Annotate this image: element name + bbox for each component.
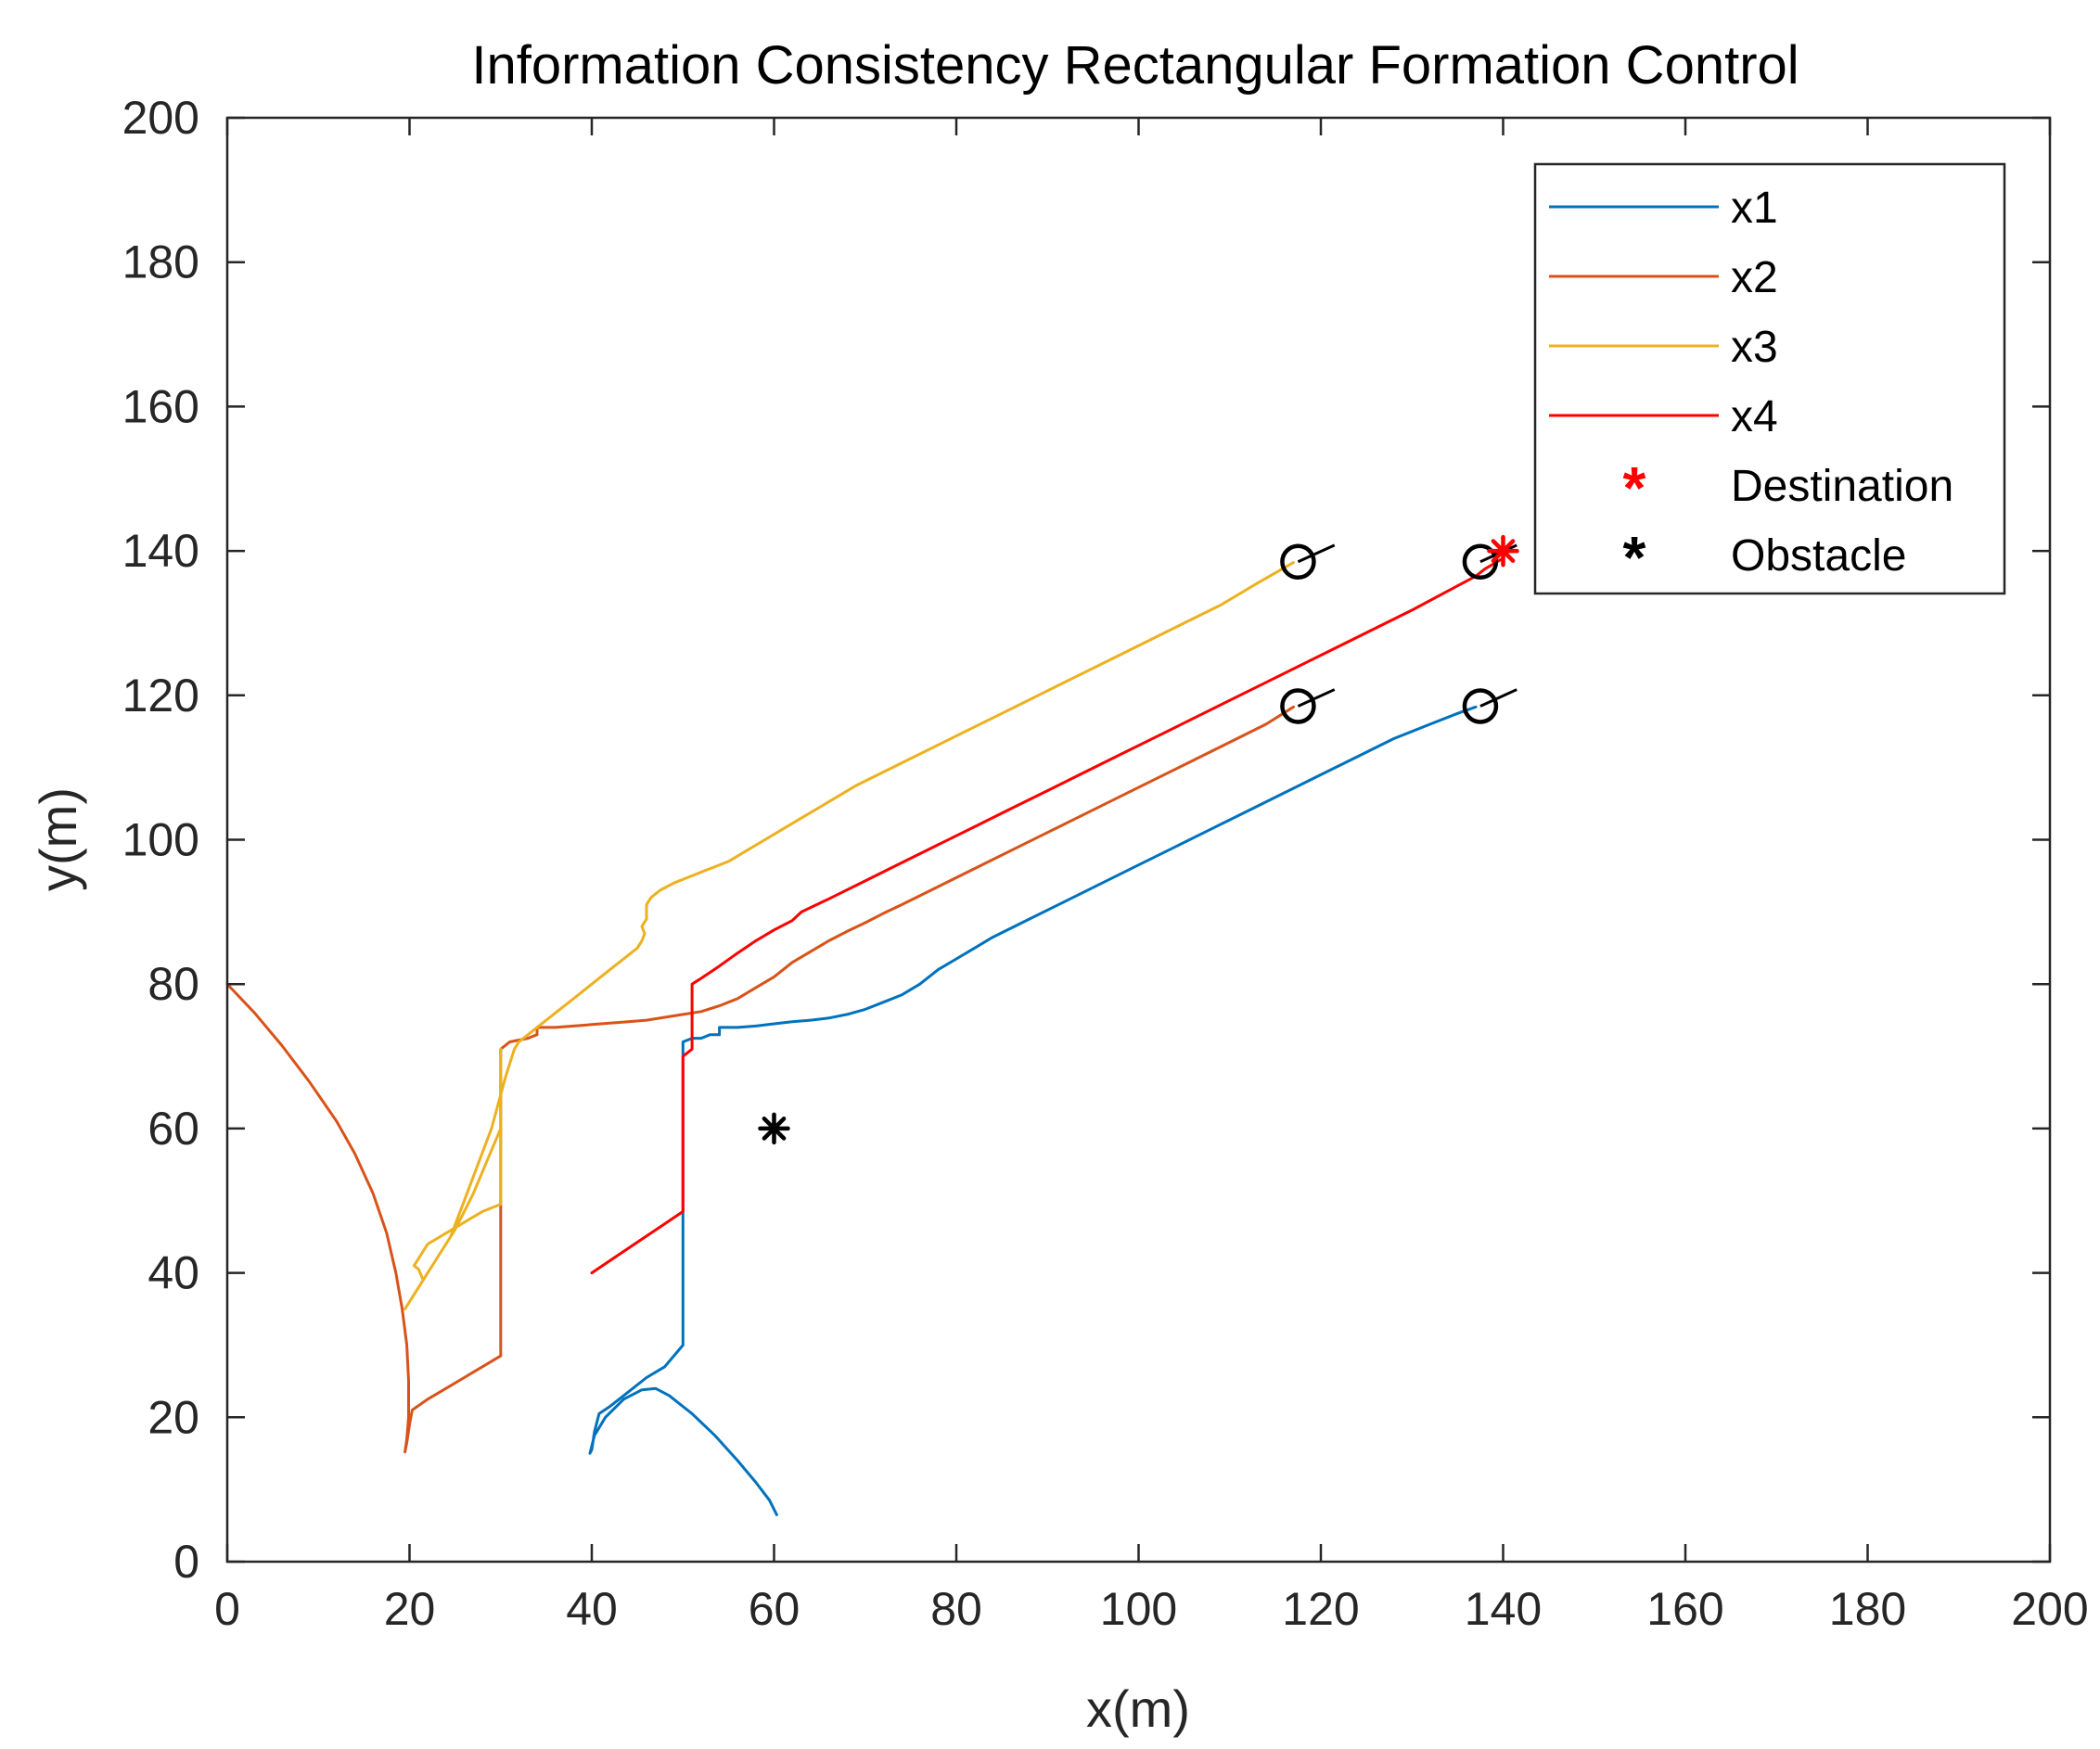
destination-marker [1487,534,1519,568]
y-axis-label: y(m) [29,787,87,891]
x-tick-label-0: 0 [214,1583,240,1635]
heading-indicator-1 [1297,543,1336,564]
x-tick-label-80: 80 [930,1583,982,1635]
y-tick-label-160: 160 [122,380,199,432]
series-line-x1 [588,705,1478,1516]
x-tick-label-40: 40 [566,1583,618,1635]
legend-swatch-obstacle: * [1623,524,1646,591]
legend-swatch-destination: * [1623,454,1646,521]
y-tick-label-200: 200 [122,92,199,144]
legend-box [1533,162,2006,595]
y-tick-label-80: 80 [147,958,199,1010]
legend: x1 x2 x3 x4 * Destination * Obstacle [1533,162,2006,595]
series-line-x3 [403,561,1295,1310]
y-tick-label-0: 0 [173,1536,199,1588]
end-position-marker-4 [1462,688,1499,724]
legend-label-x2: x2 [1731,253,1778,302]
series-layer [225,556,1505,1516]
legend-label-x3: x3 [1731,323,1778,372]
series-line-x2 [225,705,1295,1454]
y-tick-label-20: 20 [147,1391,199,1443]
y-tick-label-100: 100 [122,814,199,866]
legend-label-obstacle: Obstacle [1731,531,1906,581]
chart-title: Information Consistency Rectangular Form… [471,35,1799,96]
end-position-marker-2 [1462,543,1499,581]
x-tick-label-60: 60 [749,1583,800,1635]
tick-layer: 0 20 40 60 80 100 120 140 160 180 200 0 20 40 60 80 100 1… [122,92,2089,1635]
end-position-marker-1 [1280,543,1316,581]
obstacle-marker [758,1112,790,1145]
heading-indicator-3 [1297,688,1336,708]
legend-label-destination: Destination [1731,462,1953,511]
heading-indicator-4 [1479,688,1517,708]
x-tick-label-160: 160 [1646,1583,1723,1635]
x-tick-label-100: 100 [1100,1583,1177,1635]
x-tick-label-140: 140 [1465,1583,1542,1635]
series-line-x4 [590,556,1505,1275]
legend-label-x1: x1 [1731,184,1778,233]
x-tick-label-200: 200 [2011,1583,2088,1635]
y-tick-label-180: 180 [122,236,199,288]
x-tick-label-20: 20 [384,1583,436,1635]
y-tick-label-40: 40 [147,1247,199,1299]
end-position-marker-3 [1280,688,1316,724]
x-axis-label: x(m) [1086,1679,1190,1738]
x-tick-label-120: 120 [1282,1583,1359,1635]
y-tick-label-140: 140 [122,525,199,577]
marker-layer [758,534,1519,1145]
y-tick-label-120: 120 [122,670,199,721]
y-tick-label-60: 60 [147,1103,199,1155]
legend-label-x4: x4 [1731,392,1778,441]
x-tick-label-180: 180 [1829,1583,1906,1635]
